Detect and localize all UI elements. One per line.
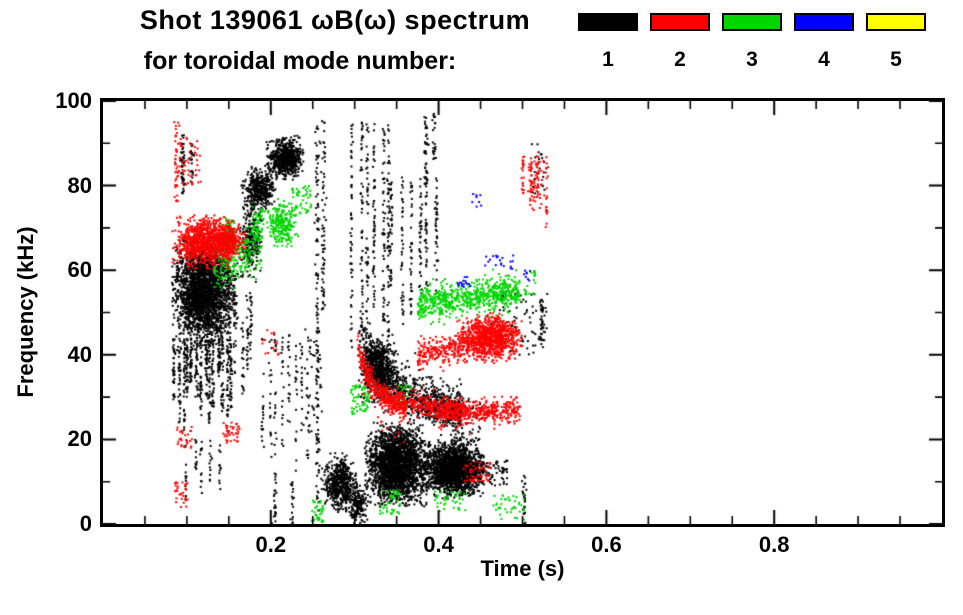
chart-title: Shot 139061 ωB(ω) spectrum	[139, 5, 531, 35]
spectrum-canvas	[103, 101, 942, 524]
legend-mode-numbers: 1 2 3 4 5	[578, 48, 926, 72]
x-tick-label-0.2: 0.2	[255, 532, 287, 557]
y-tick-label-0: 0	[79, 511, 92, 536]
legend-caption: for toroidal mode number:	[143, 47, 457, 75]
y-tick-label-100: 100	[55, 88, 92, 113]
y-tick-label-20: 20	[67, 426, 92, 452]
legend-swatch-4	[794, 13, 854, 31]
y-axis-title: Frequency (kHz)	[13, 226, 38, 398]
legend-number-5: 5	[890, 48, 902, 71]
legend-number-4: 4	[818, 48, 830, 71]
legend	[578, 13, 926, 31]
legend-swatch-1	[578, 13, 638, 31]
y-tick-label-60: 60	[67, 257, 92, 283]
x-axis-title: Time (s)	[480, 556, 565, 581]
legend-number-3: 3	[746, 48, 758, 71]
legend-swatch-5	[866, 13, 926, 31]
y-tick-label-80: 80	[67, 172, 92, 198]
legend-number-1: 1	[602, 48, 614, 71]
x-tick-label-0.6: 0.6	[591, 532, 622, 557]
x-tick-label-0.8: 0.8	[758, 532, 790, 557]
legend-number-2: 2	[674, 48, 686, 71]
legend-swatch-3	[722, 13, 782, 31]
legend-swatch-2	[650, 13, 710, 31]
y-tick-label-40: 40	[67, 341, 92, 367]
x-tick-label-0.4: 0.4	[423, 532, 454, 557]
